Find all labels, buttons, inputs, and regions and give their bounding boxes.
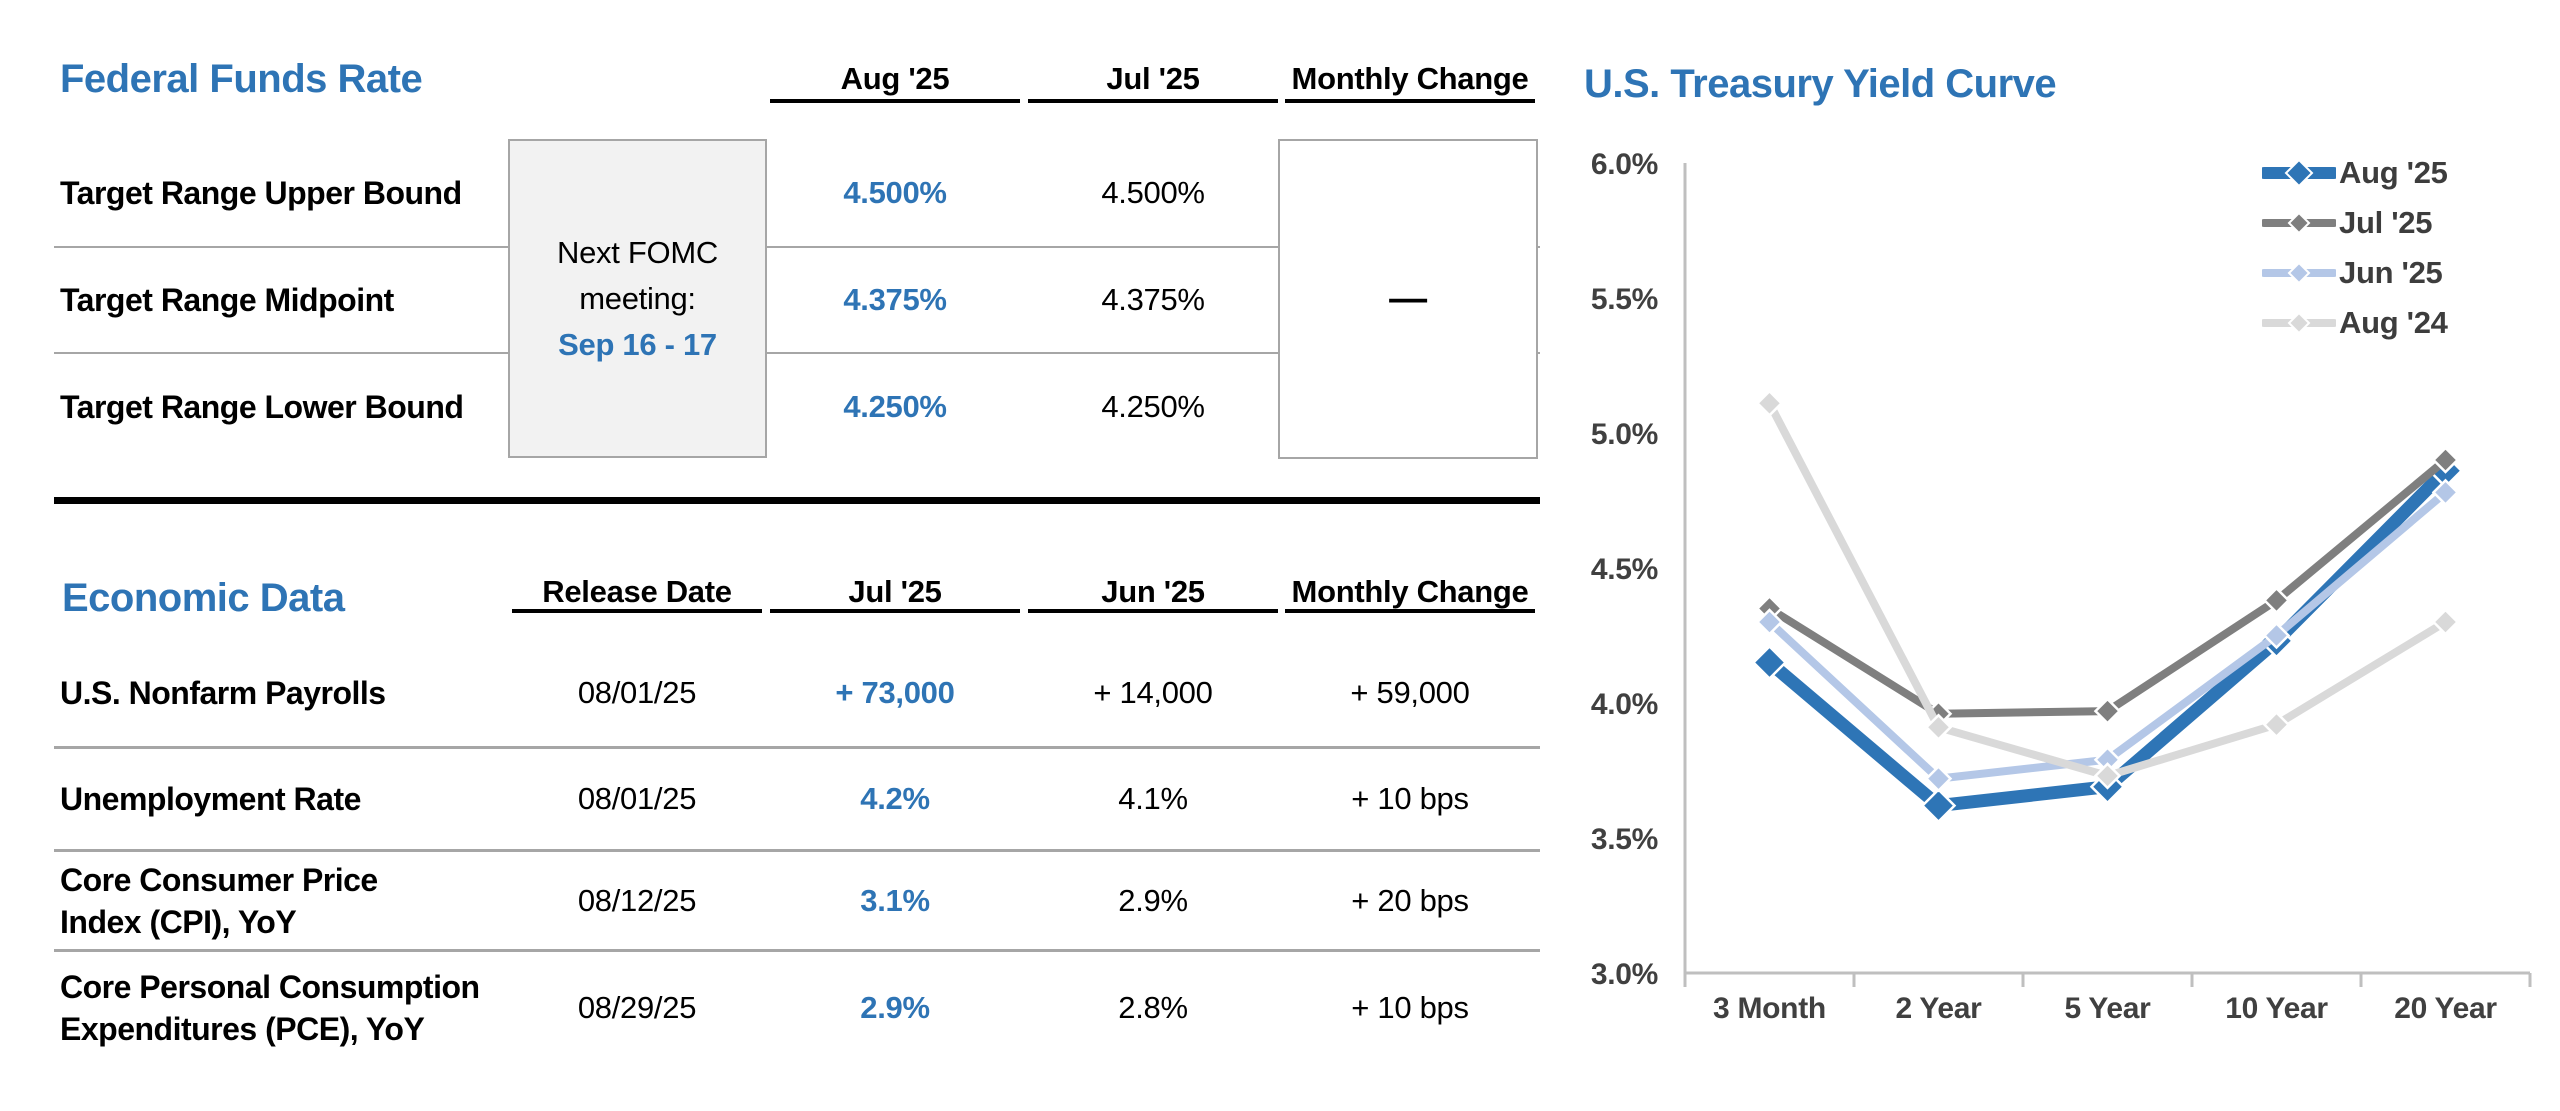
econ-value-jul25: 2.9% xyxy=(860,990,930,1025)
legend-item: Jul '25 xyxy=(2262,198,2448,248)
econ-value-change: + 59,000 xyxy=(1350,675,1470,710)
value-mid-jul25: 4.375% xyxy=(1101,281,1205,317)
y-tick-label: 6.0% xyxy=(1591,148,1658,181)
econ-release-date: 08/01/25 xyxy=(577,675,697,710)
econ-value-jun25: + 14,000 xyxy=(1093,675,1213,710)
econ-col-header-release-date: Release Date xyxy=(512,574,762,613)
econ-col-header-monthly-change: Monthly Change xyxy=(1285,574,1535,613)
series-marker-icon xyxy=(2431,446,2460,474)
row-label-upper-bound: Target Range Upper Bound xyxy=(60,174,462,211)
series-marker-icon xyxy=(1920,787,1957,824)
fomc-meeting-dates: Sep 16 - 17 xyxy=(558,326,717,362)
econ-value-change: + 10 bps xyxy=(1351,781,1469,816)
econ-value-jul25: 3.1% xyxy=(860,882,930,918)
series-marker-icon xyxy=(1755,608,1784,636)
y-tick-label: 4.5% xyxy=(1591,553,1658,586)
series-marker-icon xyxy=(2262,710,2291,739)
series-marker-icon xyxy=(1755,389,1784,418)
series-marker-icon xyxy=(1751,644,1788,681)
row-label-midpoint: Target Range Midpoint xyxy=(60,281,394,318)
legend-swatch-line-icon xyxy=(2262,311,2336,335)
y-tick-label: 4.0% xyxy=(1591,688,1658,721)
fomc-note-line1: Next FOMC xyxy=(557,234,718,270)
value-upper-aug25: 4.500% xyxy=(843,174,947,210)
legend-label: Aug '25 xyxy=(2339,155,2448,190)
x-tick-label: 3 Month xyxy=(1713,992,1826,1025)
y-tick-label: 3.5% xyxy=(1591,823,1658,856)
x-tick-label: 5 Year xyxy=(2064,992,2151,1025)
row-label-lower-bound: Target Range Lower Bound xyxy=(60,388,464,425)
row-divider xyxy=(54,352,1540,354)
series-marker-icon xyxy=(2093,762,2122,790)
econ-value-change: + 20 bps xyxy=(1351,882,1469,918)
fed-funds-title: Federal Funds Rate xyxy=(60,57,423,101)
series-marker-icon xyxy=(2431,478,2460,507)
col-header-monthly-change: Monthly Change xyxy=(1285,58,1535,103)
chart-title: U.S. Treasury Yield Curve xyxy=(1584,62,2057,106)
series-line-jun-25 xyxy=(1765,488,2450,783)
value-upper-jul25: 4.500% xyxy=(1101,174,1205,210)
row-divider xyxy=(54,849,1540,852)
series-marker-icon xyxy=(1924,713,1953,742)
series-marker-icon xyxy=(1924,764,1953,793)
legend-label: Jun '25 xyxy=(2339,255,2443,290)
econ-row-label-core-pce: Core Personal Consumption Expenditures (P… xyxy=(60,969,480,1047)
econ-release-date: 08/01/25 xyxy=(577,781,697,816)
x-tick-label: 2 Year xyxy=(1895,992,1982,1025)
row-divider xyxy=(54,246,1540,248)
series-line-jul-25 xyxy=(1765,456,2450,718)
econ-value-jun25: 2.9% xyxy=(1118,882,1188,918)
value-mid-aug25: 4.375% xyxy=(843,281,947,317)
econ-row-label-unemployment: Unemployment Rate xyxy=(60,781,361,817)
econ-row-label-core-cpi: Core Consumer Price Index (CPI), YoY xyxy=(60,861,378,940)
econ-row-label-nonfarm-payrolls: U.S. Nonfarm Payrolls xyxy=(60,675,386,711)
legend-label: Aug '24 xyxy=(2339,305,2448,340)
econ-col-header-jul25: Jul '25 xyxy=(770,574,1020,613)
legend-item: Aug '24 xyxy=(2262,298,2448,348)
section-divider-rule xyxy=(54,497,1540,504)
value-lower-aug25: 4.250% xyxy=(843,388,947,424)
fomc-note-line2: meeting: xyxy=(579,280,696,316)
econ-release-date: 08/29/25 xyxy=(577,990,697,1025)
legend-swatch-line-icon xyxy=(2262,158,2336,188)
econ-value-jul25: + 73,000 xyxy=(835,675,955,710)
series-marker-icon xyxy=(2431,608,2460,636)
fomc-note-box: Next FOMC meeting: Sep 16 - 17 xyxy=(508,139,767,458)
legend-label: Jul '25 xyxy=(2339,205,2433,240)
x-tick-label: 10 Year xyxy=(2225,992,2328,1025)
economic-data-title: Economic Data xyxy=(62,576,345,620)
legend-swatch-line-icon xyxy=(2262,261,2336,285)
y-tick-label: 5.0% xyxy=(1591,418,1658,451)
monthly-change-box: — xyxy=(1278,139,1538,459)
y-tick-label: 5.5% xyxy=(1591,283,1658,316)
yield-curve-chart: 6.0% 5.5% 5.0% 4.5% 4.0% 3.5% 3.0% 3 Month 2 Yea… xyxy=(1591,148,2532,1025)
series-marker-icon xyxy=(2093,697,2122,725)
series-marker-icon xyxy=(2262,621,2291,650)
legend-swatch-line-icon xyxy=(2262,211,2336,235)
y-tick-label: 3.0% xyxy=(1591,958,1658,991)
legend-item: Aug '25 xyxy=(2262,148,2448,198)
chart-legend: Aug '25 Jul '25 Jun '25 Aug '24 xyxy=(2262,148,2448,348)
econ-value-jun25: 4.1% xyxy=(1118,781,1188,816)
legend-item: Jun '25 xyxy=(2262,248,2448,298)
econ-release-date: 08/12/25 xyxy=(577,882,697,918)
x-tick-label: 20 Year xyxy=(2394,992,2497,1025)
row-divider xyxy=(54,949,1540,952)
econ-value-jul25: 4.2% xyxy=(860,781,930,816)
econ-value-change: + 10 bps xyxy=(1351,990,1469,1025)
series-marker-icon xyxy=(2262,586,2291,615)
col-header-jul25: Jul '25 xyxy=(1028,58,1278,103)
col-header-aug25: Aug '25 xyxy=(770,58,1020,103)
value-lower-jul25: 4.250% xyxy=(1101,388,1205,424)
row-divider xyxy=(54,746,1540,749)
econ-col-header-jun25: Jun '25 xyxy=(1028,574,1278,613)
econ-value-jun25: 2.8% xyxy=(1118,990,1188,1025)
no-change-dash: — xyxy=(1389,277,1427,320)
